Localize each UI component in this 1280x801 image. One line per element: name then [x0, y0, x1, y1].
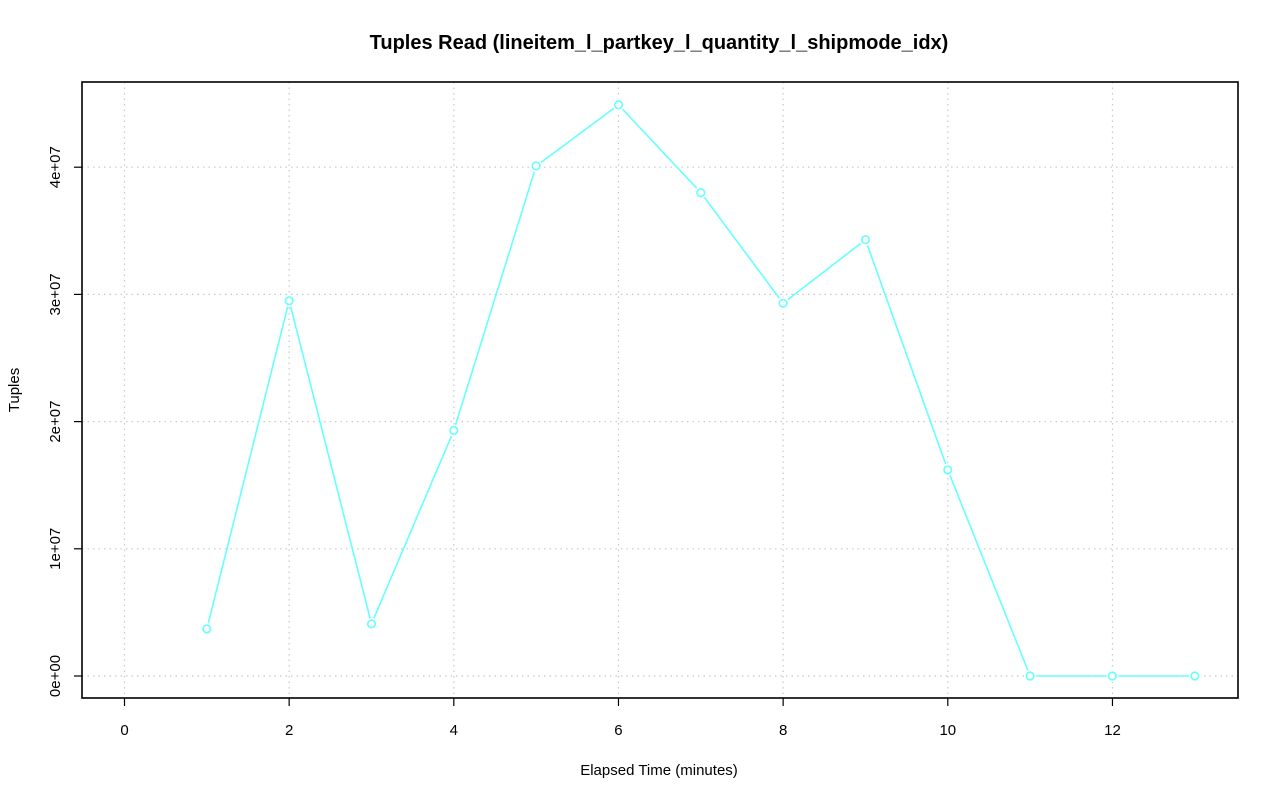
y-axis-label: Tuples: [6, 368, 23, 412]
y-tick-label: 2e+07: [47, 401, 64, 443]
x-axis-label: Elapsed Time (minutes): [580, 762, 738, 779]
x-tick-label: 4: [450, 722, 458, 739]
data-point: [778, 298, 788, 308]
x-tick-label: 12: [1104, 722, 1121, 739]
axes: 0 2 4 6 8 10 12 0e+00 1e+07 2e+07 3e+07 4e+07: [47, 146, 1121, 739]
data-point: [1107, 671, 1118, 681]
y-tick-label: 3e+07: [47, 273, 64, 315]
grid-lines: [82, 82, 1238, 698]
data-point: [366, 619, 377, 629]
x-tick-label: 10: [939, 722, 956, 739]
data-point: [284, 296, 294, 306]
data-point: [696, 188, 706, 198]
data-point: [943, 465, 953, 475]
x-tick-label: 6: [614, 722, 622, 739]
y-tick-label: 1e+07: [47, 528, 64, 570]
x-tick-label: 2: [285, 722, 293, 739]
x-tick-label: 0: [120, 722, 128, 739]
data-point: [1025, 671, 1035, 681]
series-layer: [200, 98, 1201, 682]
data-point: [531, 161, 541, 171]
chart-title: Tuples Read (lineitem_l_partkey_l_quanti…: [370, 32, 949, 54]
y-tick-label: 4e+07: [47, 146, 64, 188]
y-tick-label: 0e+00: [47, 655, 64, 697]
x-tick-label: 8: [779, 722, 787, 739]
data-point: [1190, 671, 1200, 681]
plot-frame: [81, 81, 1239, 699]
data-point: [613, 100, 624, 110]
data-point: [860, 235, 871, 245]
data-point: [202, 624, 212, 634]
data-point: [449, 425, 459, 436]
